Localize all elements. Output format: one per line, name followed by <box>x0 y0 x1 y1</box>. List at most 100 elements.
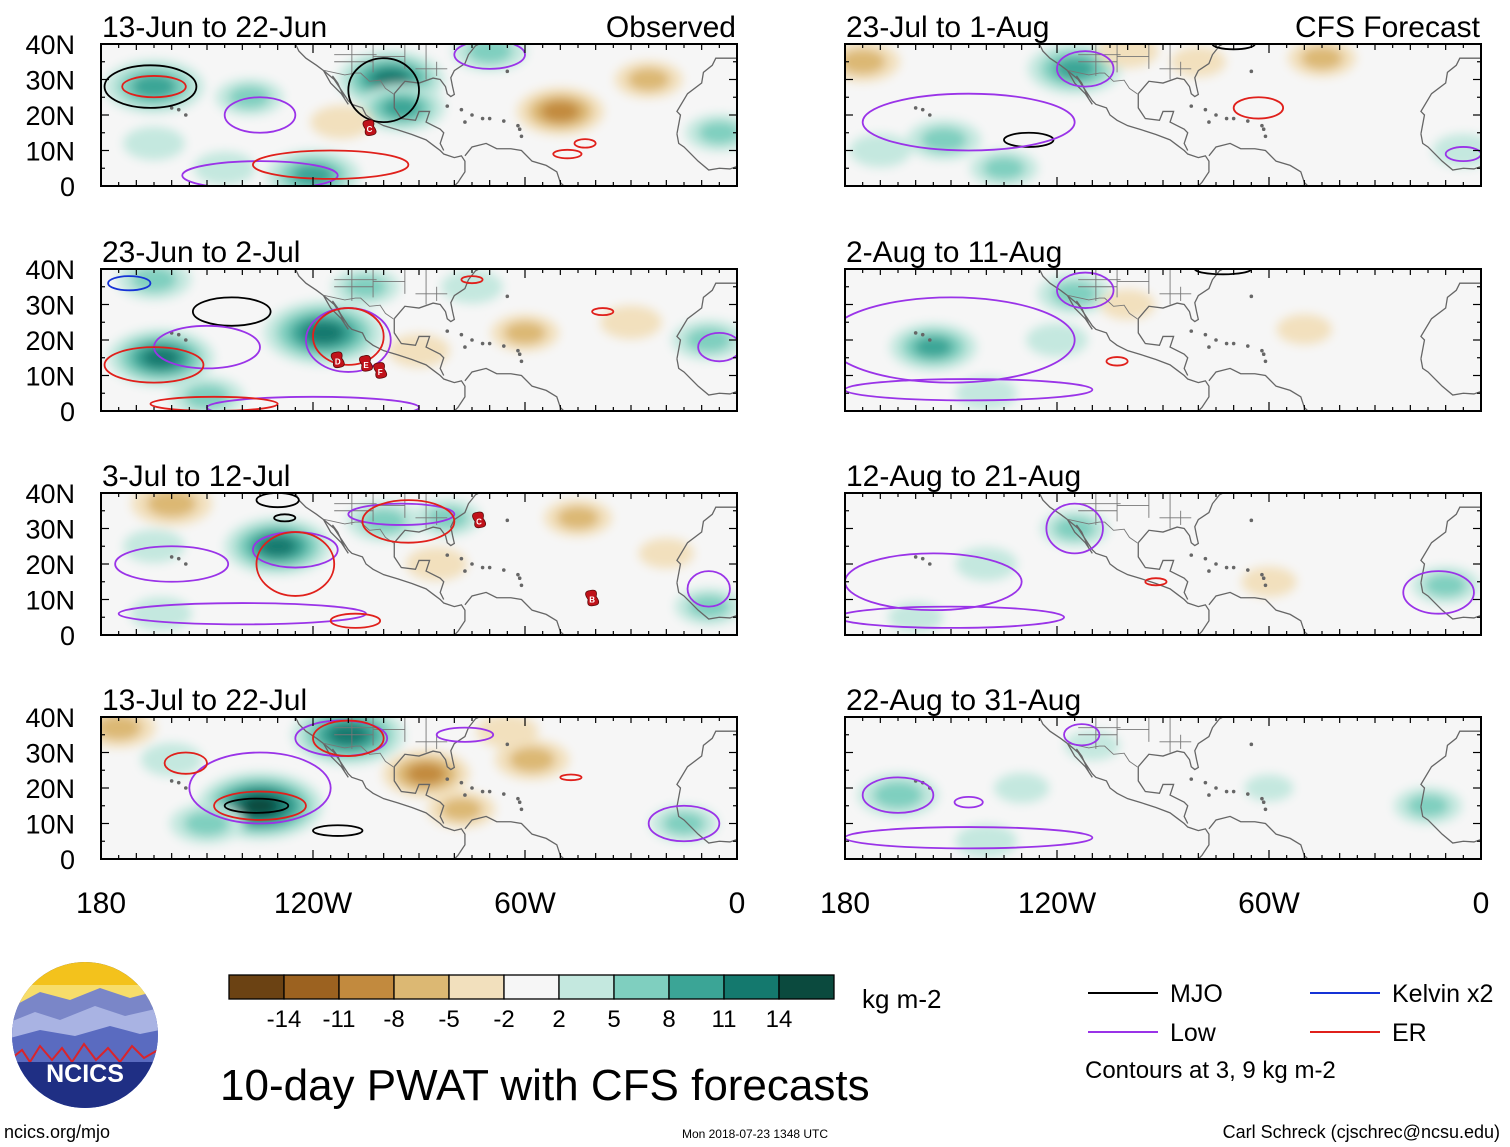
contour-low <box>845 552 1023 612</box>
anomaly-blob <box>698 121 737 145</box>
anomaly-blob <box>685 327 732 353</box>
island <box>480 565 485 570</box>
island <box>169 106 174 110</box>
island <box>1207 345 1211 349</box>
y-tick-label: 20N <box>25 774 75 804</box>
island <box>519 807 524 812</box>
anomaly-blob <box>440 797 483 821</box>
colorbar-units: kg m-2 <box>862 984 941 1014</box>
island <box>480 341 485 346</box>
island <box>1189 553 1194 557</box>
anomaly-blob <box>600 305 662 340</box>
anomaly-blob <box>540 100 580 122</box>
island <box>1260 572 1264 577</box>
panel-p8: 22-Aug to 31-Aug <box>844 684 1482 860</box>
ncics-logo: NCICS <box>12 962 158 1108</box>
x-tick-label: 60W <box>1238 887 1300 920</box>
anomaly-blob <box>921 127 967 153</box>
contour-mjo <box>191 296 272 327</box>
island <box>502 568 506 572</box>
panel-period: 2-Aug to 11-Aug <box>846 236 1062 269</box>
coastline <box>1137 766 1189 824</box>
coastline <box>1420 133 1481 171</box>
panel-p5: 23-Jul to 1-Aug CFS Forecast <box>844 11 1482 187</box>
y-tick-label: 30N <box>25 739 75 769</box>
island <box>1231 116 1236 121</box>
island <box>502 792 506 796</box>
island <box>1214 338 1218 342</box>
storm-marker: B <box>585 589 600 607</box>
y-tick-label: 0 <box>60 621 75 651</box>
us-mexico-border <box>1067 742 1138 768</box>
panel-ticks <box>844 268 1482 412</box>
coastline <box>1067 70 1093 105</box>
panel-period: 23-Jun to 2-Jul <box>102 236 300 269</box>
coastline <box>393 93 445 151</box>
contour-legend: MJO Kelvin x2 Low ER Contours at 3, 9 kg… <box>1085 980 1493 1084</box>
x-tick-label: 180 <box>820 887 870 920</box>
colorbar-tick-label: -2 <box>493 1006 514 1033</box>
coastline <box>1208 591 1309 635</box>
y-tick-label: 40N <box>25 479 75 509</box>
borders <box>1067 717 1192 768</box>
us-mexico-border <box>323 294 394 320</box>
y-tick-label: 20N <box>25 101 75 131</box>
island <box>1249 742 1254 747</box>
island <box>1207 569 1211 573</box>
storm-marker: C <box>362 119 377 136</box>
y-tick-label: 40N <box>25 255 75 285</box>
colorbar-tick-label: -5 <box>438 1006 459 1033</box>
coastline <box>676 57 737 134</box>
storm-symbol <box>330 351 345 369</box>
coastline <box>676 133 737 171</box>
x-tick-label: 0 <box>1473 887 1490 920</box>
contour-er <box>573 138 597 149</box>
legend-note: Contours at 3, 9 kg m-2 <box>1085 1057 1336 1084</box>
colorbar-swatch <box>393 974 450 1000</box>
coastline <box>1208 815 1309 859</box>
coastline <box>676 806 737 844</box>
colorbar-swatch <box>228 974 285 1000</box>
island <box>519 359 524 364</box>
anomaly-blob <box>1432 133 1481 168</box>
colorbar-swatches <box>228 974 835 1000</box>
colorbar-swatch <box>338 974 395 1000</box>
colorbar-tick-label: -8 <box>383 1006 404 1033</box>
anomaly-blob <box>509 747 555 773</box>
coastline <box>1137 318 1189 376</box>
island <box>184 113 188 117</box>
x-tick-label: 120W <box>274 887 353 920</box>
island <box>502 344 506 348</box>
storm-label: E <box>363 361 369 370</box>
contour-low <box>1402 570 1475 615</box>
coastline <box>1137 269 1224 323</box>
coastline <box>323 295 349 330</box>
storm-label: C <box>476 517 482 526</box>
wave-contours <box>114 493 731 629</box>
island <box>184 562 188 566</box>
logo-text: NCICS <box>46 1060 124 1088</box>
island <box>463 793 467 797</box>
panel-period: 23-Jul to 1-Aug <box>846 11 1049 44</box>
island <box>516 123 520 128</box>
island <box>1224 565 1229 570</box>
anomaly-blob <box>360 508 407 534</box>
anomaly-blob <box>504 321 546 345</box>
island <box>184 786 188 790</box>
island <box>516 348 520 353</box>
coastline <box>676 358 737 396</box>
bottom-x-axes: 180 120W 60W 0 180 120W 60W 0 <box>76 887 1489 920</box>
contour-mjo <box>1193 269 1253 276</box>
panel-ticks <box>844 492 1482 636</box>
coastline <box>1137 717 1224 771</box>
contour-er <box>213 790 307 821</box>
colorbar-swatch <box>613 974 670 1000</box>
contour-mjo <box>103 64 198 109</box>
contour-low <box>861 776 935 814</box>
panel-period: 12-Aug to 21-Aug <box>846 460 1081 493</box>
panel-ticks <box>100 492 738 636</box>
island <box>169 555 174 559</box>
island <box>463 345 467 349</box>
anomaly-blob <box>1241 566 1297 597</box>
island <box>1207 793 1211 797</box>
